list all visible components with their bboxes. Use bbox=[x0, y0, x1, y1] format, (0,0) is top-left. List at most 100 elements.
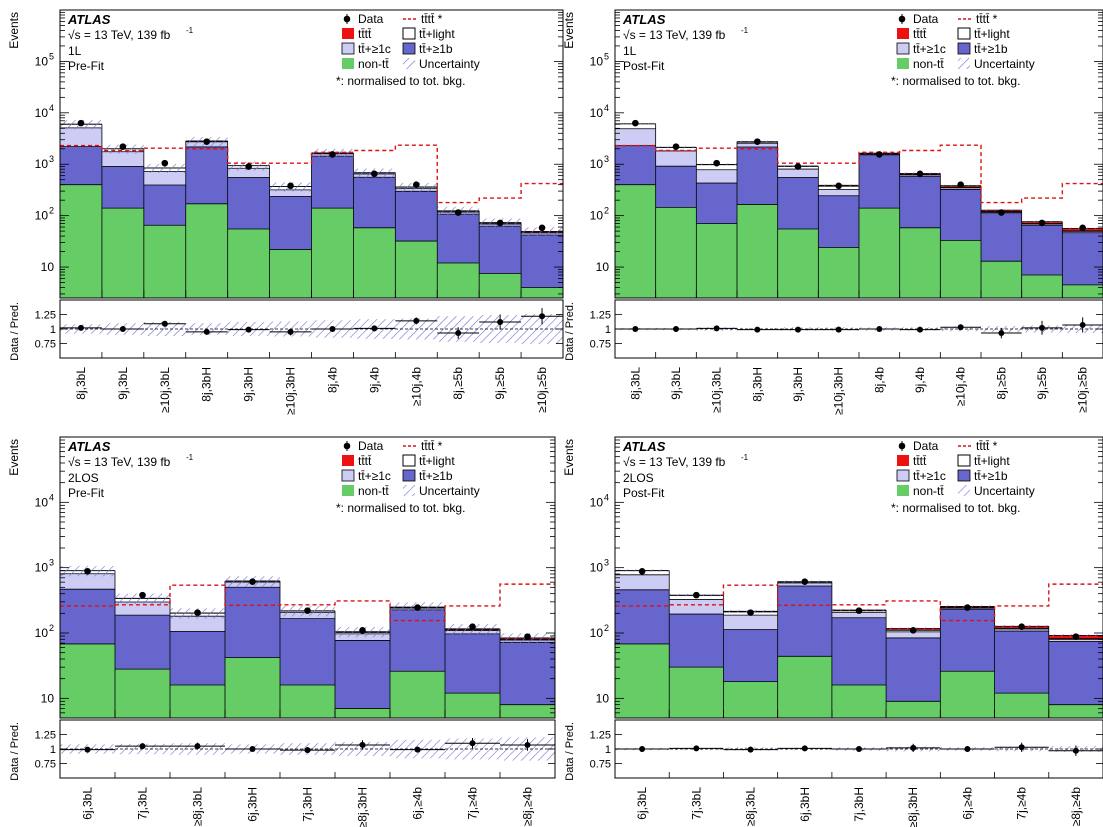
bar-tt_b bbox=[777, 586, 832, 657]
legend-tt-light-swatch bbox=[957, 454, 971, 467]
bar-tt_c bbox=[60, 573, 115, 590]
bar-tt_b bbox=[777, 177, 819, 229]
bar-tt_b bbox=[831, 617, 887, 685]
y-tick-exponent: 5 bbox=[49, 51, 54, 61]
x-category-label: ≥10j,4b bbox=[954, 367, 968, 407]
data-point bbox=[1079, 224, 1086, 232]
bar-tt_b bbox=[981, 212, 1022, 262]
legend-tt-b-label: tt̄+≥1b bbox=[974, 42, 1008, 56]
ratio-point bbox=[693, 745, 700, 752]
fit-label: Pre-Fit bbox=[68, 59, 105, 73]
bar-tt_b bbox=[1048, 641, 1103, 705]
x-category-label: 6j,3bH bbox=[246, 787, 260, 822]
bar-tt_b bbox=[311, 156, 354, 209]
legend-tttt-swatch bbox=[342, 28, 354, 39]
bar-tt_c bbox=[940, 187, 981, 190]
legend-tt-c-swatch bbox=[341, 469, 355, 482]
bar-non_tt bbox=[353, 227, 396, 298]
bar-tt_c bbox=[777, 169, 819, 178]
legend-tt-b-swatch bbox=[957, 469, 971, 482]
data-point bbox=[469, 623, 476, 630]
ratio-y-tick-label: 1 bbox=[50, 744, 56, 756]
legend: Data tt̄tt̄ * tt̄tt̄ tt̄+light tt̄+≥1c tt̄+≥1… bbox=[336, 12, 480, 88]
y-tick-label: 10 bbox=[41, 260, 55, 274]
legend-uncertainty-label: Uncertainty bbox=[419, 484, 480, 498]
x-category-label: ≥8j,≥4b bbox=[1069, 787, 1083, 827]
bar-tt_c bbox=[170, 616, 225, 632]
data-point bbox=[414, 604, 421, 611]
ratio-point bbox=[524, 741, 531, 748]
ratio-point bbox=[77, 324, 84, 331]
y-tick-exponent: 2 bbox=[49, 623, 54, 633]
y-tick-label: 10 bbox=[590, 54, 604, 68]
bar-non_tt bbox=[143, 225, 186, 298]
bar-non_tt bbox=[170, 684, 225, 718]
x-category-label: ≥10j,3bL bbox=[710, 367, 724, 413]
legend: Data tt̄tt̄ * tt̄tt̄ tt̄+light tt̄+≥1c tt̄+≥1… bbox=[336, 439, 480, 515]
ratio-y-tick-label: 0.75 bbox=[35, 339, 56, 351]
x-category-label: 9j,≥5b bbox=[493, 367, 507, 400]
bar-tt_c bbox=[615, 128, 656, 146]
main-plot bbox=[60, 119, 563, 298]
bar-tt_b bbox=[696, 183, 737, 224]
x-category-label: 8j,≥5b bbox=[994, 367, 1008, 400]
legend-tt-light-swatch bbox=[402, 27, 416, 40]
ratio-axis-title: Data / Pred. bbox=[9, 302, 21, 361]
ratio-y-tick-label: 1.25 bbox=[35, 730, 56, 742]
ratio-point bbox=[329, 326, 336, 332]
bar-tt_b bbox=[859, 154, 900, 209]
x-category-label: 8j,3bL bbox=[74, 367, 88, 400]
bar-tt_b bbox=[269, 196, 312, 250]
ratio-point bbox=[957, 324, 964, 331]
data-point bbox=[835, 182, 842, 190]
ratio-point bbox=[469, 740, 476, 747]
ratio-point bbox=[856, 746, 862, 752]
x-category-label: 9j,≥5b bbox=[1035, 367, 1049, 400]
legend: Data tt̄tt̄ * tt̄tt̄ tt̄+light tt̄+≥1c tt̄+≥1… bbox=[891, 439, 1035, 515]
x-category-label: 8j,4b bbox=[325, 367, 339, 393]
data-point bbox=[1038, 219, 1046, 227]
bar-non_tt bbox=[60, 184, 102, 298]
energy-label: √s = 13 TeV, 139 fb bbox=[623, 28, 726, 42]
x-category-label: ≥10j,≥5b bbox=[1076, 367, 1090, 413]
legend-tttt-label: tt̄tt̄ bbox=[913, 454, 927, 468]
ratio-axis-title: Data / Pred. bbox=[564, 722, 576, 781]
legend-tttt-swatch bbox=[897, 455, 909, 466]
bar-non_tt bbox=[723, 681, 778, 718]
data-point bbox=[998, 209, 1005, 216]
bar-tt_c bbox=[1048, 639, 1103, 642]
ratio-point bbox=[414, 746, 421, 753]
ratio-point bbox=[917, 326, 923, 333]
bar-non_tt bbox=[101, 208, 144, 298]
bar-tt_b bbox=[723, 629, 778, 682]
x-category-label: ≥10j,3bH bbox=[832, 367, 846, 415]
data-point bbox=[77, 119, 85, 127]
ratio-point bbox=[359, 741, 366, 748]
data-point bbox=[371, 170, 378, 178]
legend-non-tt-swatch bbox=[342, 58, 354, 69]
x-category-label: ≥8j,≥4b bbox=[521, 787, 535, 827]
ratio-y-tick-label: 0.75 bbox=[35, 759, 56, 771]
bar-non_tt bbox=[280, 684, 335, 718]
x-category-label: 6j,3bH bbox=[798, 787, 812, 822]
bar-tt_c bbox=[886, 631, 941, 638]
bar-tt_b bbox=[445, 633, 500, 694]
channel-label: 2LOS bbox=[623, 471, 654, 485]
fit-label: Post-Fit bbox=[623, 59, 665, 73]
atlas-label: ATLAS bbox=[67, 12, 111, 27]
ratio-point bbox=[964, 746, 971, 752]
bar-tt_b bbox=[143, 184, 186, 226]
bar-tt_c bbox=[615, 574, 670, 590]
bar-tt_b bbox=[395, 191, 438, 242]
legend-uncertainty-label: Uncertainty bbox=[974, 57, 1035, 71]
data-point bbox=[524, 633, 531, 640]
bar-non_tt bbox=[500, 704, 555, 718]
bar-tt_b bbox=[615, 145, 656, 185]
bar-tt_b bbox=[353, 177, 396, 228]
y-tick-label: 10 bbox=[590, 626, 604, 640]
energy-label-exponent: -1 bbox=[186, 26, 194, 35]
ratio-y-tick-label: 0.75 bbox=[590, 759, 611, 771]
ratio-point bbox=[245, 326, 252, 333]
legend-tt-b-swatch bbox=[957, 42, 971, 55]
